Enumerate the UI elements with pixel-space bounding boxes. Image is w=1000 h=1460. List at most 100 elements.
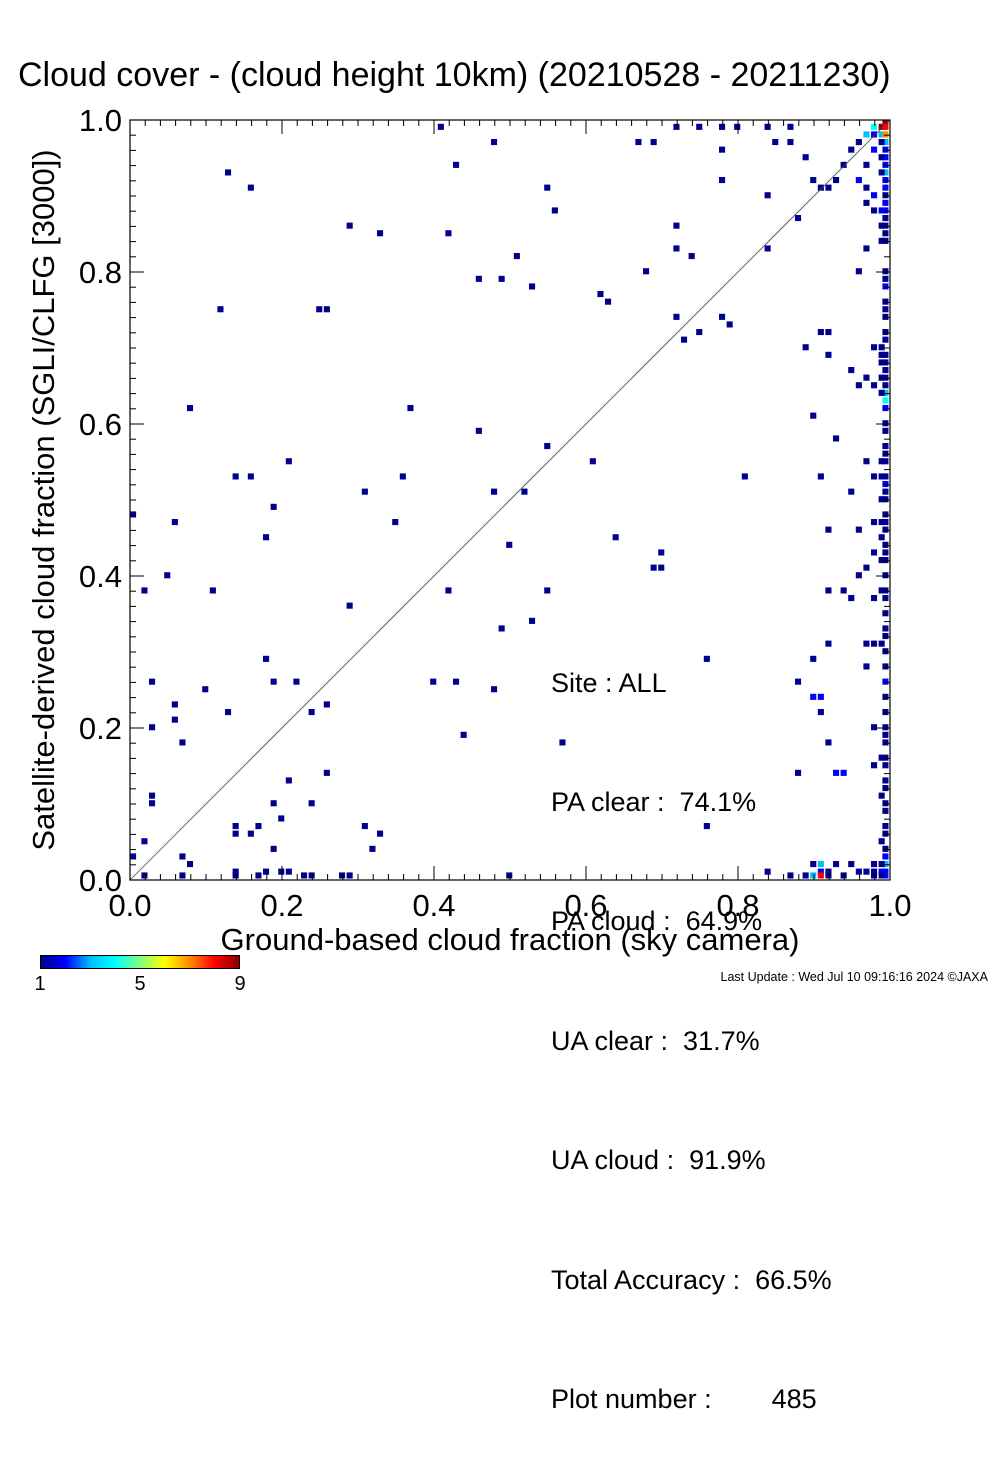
- heatmap-cell: [878, 351, 885, 358]
- heatmap-cell: [498, 625, 505, 632]
- heatmap-cell: [149, 800, 156, 807]
- heatmap-cell: [882, 329, 889, 336]
- heatmap-cell: [559, 739, 566, 746]
- one-to-one-line: [129, 119, 891, 881]
- heatmap-cell: [247, 473, 254, 480]
- heatmap-cell: [764, 192, 771, 199]
- heatmap-cell: [825, 184, 832, 191]
- heatmap-cell: [817, 473, 824, 480]
- heatmap-cell: [825, 640, 832, 647]
- heatmap-cell: [871, 549, 878, 556]
- heatmap-cell: [149, 792, 156, 799]
- heatmap-cell: [871, 192, 878, 199]
- heatmap-cell: [878, 389, 885, 396]
- axis-ticks: [129, 119, 891, 881]
- heatmap-cell: [308, 709, 315, 716]
- heatmap-cell: [217, 306, 224, 313]
- heatmap-cell: [882, 785, 889, 792]
- heatmap-cell: [285, 777, 292, 784]
- heatmap-cell: [882, 313, 889, 320]
- colorbar-tick-label: 5: [134, 973, 146, 995]
- heatmap-cell: [825, 526, 832, 533]
- heatmap-chart: 0.0 0.2 0.4 0.6 0.8 1.0 0.0 0.2 0.4 0.6 0.8 1.0: [79, 103, 912, 923]
- heatmap-cell: [882, 762, 889, 769]
- heatmap-cell: [882, 724, 889, 731]
- heatmap-cell: [878, 237, 885, 244]
- pa-clear-stat: PA clear : 74.1%: [551, 786, 757, 817]
- heatmap-cell: [882, 207, 889, 214]
- heatmap-cell: [878, 154, 885, 161]
- heatmap-cells: [130, 120, 889, 879]
- site-label: Site : ALL: [551, 667, 667, 698]
- heatmap-cell: [878, 519, 885, 526]
- y-axis-label: Satellite-derived cloud fraction (SGLI/C…: [26, 149, 61, 851]
- heatmap-cell: [696, 123, 703, 130]
- y-tick-label: 0.0: [79, 863, 122, 898]
- heatmap-cell: [232, 868, 239, 875]
- heatmap-cell: [882, 405, 889, 412]
- heatmap-cell: [882, 131, 889, 138]
- heatmap-cell: [863, 374, 870, 381]
- heatmap-cell: [323, 306, 330, 313]
- heatmap-cell: [882, 557, 889, 564]
- heatmap-cell: [882, 351, 889, 358]
- heatmap-cell: [377, 230, 384, 237]
- heatmap-cell: [650, 564, 657, 571]
- heatmap-cell: [323, 701, 330, 708]
- heatmap-cell: [840, 872, 847, 879]
- heatmap-cell: [882, 739, 889, 746]
- heatmap-cell: [882, 120, 889, 127]
- heatmap-cell: [787, 872, 794, 879]
- heatmap-cell: [882, 458, 889, 465]
- heatmap-cell: [179, 853, 186, 860]
- heatmap-cell: [878, 458, 885, 465]
- heatmap-cell: [810, 861, 817, 868]
- heatmap-cell: [882, 222, 889, 229]
- heatmap-cell: [848, 861, 855, 868]
- heatmap-cell: [802, 154, 809, 161]
- heatmap-cell: [848, 367, 855, 374]
- plot-number-stat: Plot number : 485: [551, 1383, 817, 1414]
- heatmap-cell: [863, 131, 870, 138]
- heatmap-cell: [810, 872, 817, 879]
- heatmap-cell: [878, 359, 885, 366]
- heatmap-cell: [871, 762, 878, 769]
- heatmap-cell: [871, 868, 878, 875]
- heatmap-cell: [882, 123, 889, 130]
- heatmap-cell: [878, 139, 885, 146]
- heatmap-cell: [825, 587, 832, 594]
- heatmap-cell: [878, 557, 885, 564]
- heatmap-cell: [817, 868, 824, 875]
- heatmap-cell: [878, 344, 885, 351]
- heatmap-cell: [498, 275, 505, 282]
- heatmap-cell: [445, 587, 452, 594]
- heatmap-cell: [285, 458, 292, 465]
- heatmap-cell: [301, 872, 308, 879]
- heatmap-cell: [407, 405, 414, 412]
- heatmap-cell: [882, 481, 889, 488]
- heatmap-cell: [882, 549, 889, 556]
- heatmap-cell: [164, 572, 171, 579]
- heatmap-cell: [878, 222, 885, 229]
- heatmap-cell: [863, 458, 870, 465]
- heatmap-cell: [882, 268, 889, 275]
- heatmap-cell: [635, 139, 642, 146]
- heatmap-cell: [278, 815, 285, 822]
- heatmap-cell: [719, 177, 726, 184]
- heatmap-cell: [882, 625, 889, 632]
- heatmap-cell: [232, 823, 239, 830]
- heatmap-cell: [882, 298, 889, 305]
- heatmap-cell: [612, 534, 619, 541]
- heatmap-cell: [878, 169, 885, 176]
- heatmap-cell: [855, 382, 862, 389]
- heatmap-cell: [855, 177, 862, 184]
- heatmap-cell: [882, 663, 889, 670]
- heatmap-cell: [855, 139, 862, 146]
- heatmap-cell: [882, 230, 889, 237]
- heatmap-cell: [871, 519, 878, 526]
- heatmap-cell: [589, 458, 596, 465]
- y-tick-label: 0.2: [79, 711, 122, 746]
- heatmap-cell: [882, 154, 889, 161]
- heatmap-cell: [871, 640, 878, 647]
- pa-cloud-stat: PA cloud : 64.9%: [551, 906, 763, 937]
